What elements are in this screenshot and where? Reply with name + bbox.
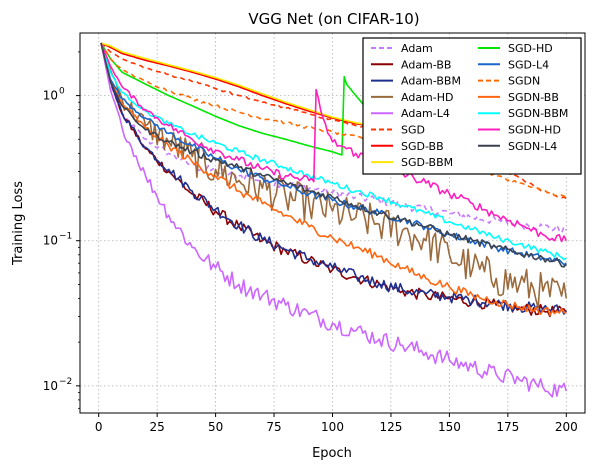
x-tick-label: 100 [321,420,344,434]
x-tick-label: 50 [208,420,223,434]
x-tick-label: 125 [379,420,402,434]
series-line-adam-bbm [100,42,567,315]
x-axis-label: Epoch [312,446,352,461]
legend-label: Adam [401,42,433,55]
legend-label: SGD [401,124,425,137]
y-tick-exponent: −1 [59,232,72,242]
y-tick-exponent: −2 [59,377,72,387]
legend-label: Adam-BB [401,58,451,71]
y-tick-base: 10 [43,379,58,393]
series-line-adam [100,42,567,234]
legend-label: SGDN-L4 [508,140,557,153]
legend-label: Adam-L4 [401,107,450,120]
x-tick-label: 150 [438,420,461,434]
legend-label: SGD-HD [508,42,553,55]
x-tick-label: 25 [150,420,165,434]
y-tick-base: 10 [43,89,58,103]
series-line-sgdn-bbm [100,42,567,261]
legend: Adam Adam-BB Adam-BBM Adam-HD Adam-L4 SGD SGD-… [362,37,582,175]
x-tick-label: 0 [95,420,103,434]
y-axis-label: Training Loss [11,181,26,266]
series-line-sgdn-bb [100,42,567,317]
series-line-sgdn-hd [100,42,568,243]
x-tick-label: 200 [555,420,578,434]
series-line-sgd-bb [100,42,380,129]
y-tick-exponent: 0 [59,87,65,97]
y-tick-label: 10 [43,89,58,103]
series-line-sgd-hd [100,42,380,156]
legend-label: SGDN [508,75,540,88]
series-line-adam-l4 [100,42,568,398]
series-line-sgd-bbm [100,42,380,128]
grid-layer [80,33,585,413]
legend-label: SGD-BBM [401,156,453,169]
series-line-sgdn-l4 [100,42,567,268]
y-tick-base: 10 [43,234,58,248]
legend-label: SGDN-BBM [508,107,568,120]
y-tick-label: 10 [43,234,58,248]
legend-label: Adam-HD [401,91,453,104]
legend-label: Adam-BBM [401,75,461,88]
y-tick-label: 10 [43,379,58,393]
x-tick-label: 75 [266,420,281,434]
legend-label: SGDN-BB [508,91,559,104]
series-layer [100,42,568,398]
chart-title: VGG Net (on CIFAR-10) [248,10,419,28]
legend-frame [362,37,582,175]
legend-label: SGDN-HD [508,124,561,137]
x-tick-label: 175 [496,420,519,434]
legend-label: SGD-BB [401,140,444,153]
legend-label: SGD-L4 [508,58,549,71]
